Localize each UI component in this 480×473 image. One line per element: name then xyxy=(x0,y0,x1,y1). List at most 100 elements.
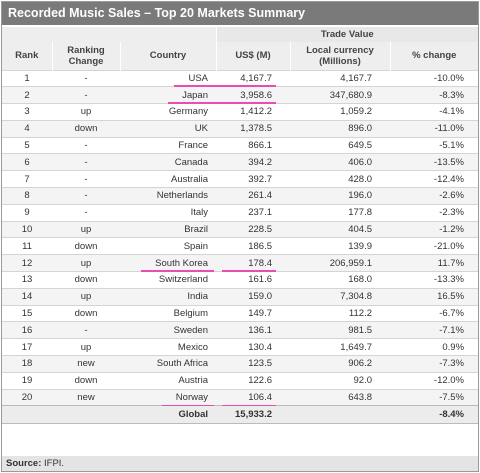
country-cell: Germany xyxy=(120,103,216,121)
rank-cell-text: 5 xyxy=(24,140,30,152)
pct-change-cell: -6.7% xyxy=(390,304,479,322)
local-currency-cell-text: 896.0 xyxy=(348,123,372,135)
ranking-change-cell-text: down xyxy=(74,274,98,286)
ranking-change-cell: - xyxy=(52,170,120,188)
rank-cell-text: 13 xyxy=(21,274,33,286)
rank-cell: 7 xyxy=(2,170,52,188)
local-currency-cell-text: 981.5 xyxy=(348,324,372,336)
rank-cell: 10 xyxy=(2,220,52,238)
country-cell-text: France xyxy=(178,140,208,152)
table-row: 10 up Brazil 228.5 404.5 -1.2% xyxy=(2,220,479,238)
pct-change-cell-text: -2.6% xyxy=(439,190,465,202)
pct-change-cell: 16.5% xyxy=(390,287,479,306)
ranking-change-cell-text: down xyxy=(74,123,98,135)
pct-change-cell: -21.0% xyxy=(390,237,479,255)
country-cell: South Korea xyxy=(120,254,216,272)
rank-cell: 12 xyxy=(2,254,52,272)
usd-cell-text: 106.4 xyxy=(222,392,276,407)
ranking-change-cell-text: up xyxy=(80,106,92,118)
local-currency-cell: 906.2 xyxy=(290,355,390,373)
ranking-change-cell-text: - xyxy=(84,72,88,84)
ranking-change-cell-text: - xyxy=(84,207,88,219)
ranking-change-cell-text: up xyxy=(80,257,92,269)
local-currency-cell-text: 649.5 xyxy=(348,140,372,152)
rank-cell-text: 8 xyxy=(24,190,30,202)
pct-change-cell-text: -21.0% xyxy=(433,240,465,252)
header-local-line2: (Millions) xyxy=(319,55,361,67)
header-ranking-change-line1: Ranking xyxy=(67,44,105,56)
usd-cell-text: 161.6 xyxy=(248,274,272,286)
pct-change-cell: -4.1% xyxy=(390,103,479,121)
ranking-change-cell: down xyxy=(52,271,120,289)
total-row: Global 15,933.2 -8.4% xyxy=(2,405,479,425)
country-cell-text: India xyxy=(187,291,208,303)
rank-cell-text: 20 xyxy=(21,392,33,404)
ranking-change-cell: up xyxy=(52,254,120,272)
country-cell-text: Norway xyxy=(161,392,215,407)
local-currency-cell: 177.8 xyxy=(290,203,390,222)
ranking-change-cell: - xyxy=(52,69,120,87)
rank-cell: 15 xyxy=(2,304,52,322)
country-cell-text: Canada xyxy=(174,156,208,168)
country-cell-text: Japan xyxy=(168,89,214,104)
pct-change-cell-text: -5.1% xyxy=(439,140,465,152)
table-title: Recorded Music Sales – Top 20 Markets Su… xyxy=(2,2,478,25)
usd-cell: 237.1 xyxy=(216,203,290,222)
pct-change-cell-text: -4.1% xyxy=(439,106,465,118)
local-currency-cell-text: 1,649.7 xyxy=(340,341,372,353)
local-currency-cell: 643.8 xyxy=(290,388,390,406)
local-currency-cell: 139.9 xyxy=(290,237,390,255)
rank-cell-text: 6 xyxy=(24,156,30,168)
local-currency-cell: 428.0 xyxy=(290,170,390,188)
rank-cell-text: 7 xyxy=(24,173,30,185)
country-cell: UK xyxy=(120,119,216,138)
country-cell-text: Spain xyxy=(183,240,208,252)
country-cell: Brazil xyxy=(120,220,216,238)
ranking-change-cell: down xyxy=(52,237,120,255)
ranking-change-cell: down xyxy=(52,304,120,322)
pct-change-cell: -13.3% xyxy=(390,271,479,289)
local-currency-cell-text: 4,167.7 xyxy=(340,72,372,84)
pct-change-cell: -10.0% xyxy=(390,69,479,87)
table-row: 16 - Sweden 136.1 981.5 -7.1% xyxy=(2,321,479,339)
table-row: 12 up South Korea 178.4 206,959.1 11.7% xyxy=(2,254,479,272)
country-cell: Netherlands xyxy=(120,187,216,205)
table-row: 19 down Austria 122.6 92.0 -12.0% xyxy=(2,371,479,390)
pct-change-cell-text: -12.0% xyxy=(433,375,465,387)
rank-cell-text: 3 xyxy=(24,106,30,118)
ranking-change-cell-text: down xyxy=(74,308,98,320)
rank-cell: 14 xyxy=(2,287,52,306)
local-currency-cell-text: 92.0 xyxy=(353,375,373,387)
rank-cell: 20 xyxy=(2,388,52,406)
usd-cell: 123.5 xyxy=(216,355,290,373)
pct-change-cell-text: -6.7% xyxy=(439,308,465,320)
local-currency-cell-text: 428.0 xyxy=(348,173,372,185)
local-currency-cell: 196.0 xyxy=(290,187,390,205)
local-currency-cell: 4,167.7 xyxy=(290,69,390,87)
table-row: 17 up Mexico 130.4 1,649.7 0.9% xyxy=(2,338,479,356)
pct-change-cell-text: -10.0% xyxy=(433,72,465,84)
country-cell: India xyxy=(120,287,216,306)
pct-change-cell: -1.2% xyxy=(390,220,479,238)
country-cell-text: Switzerland xyxy=(158,274,208,286)
ranking-change-cell: - xyxy=(52,203,120,222)
total-usd: 15,933.2 xyxy=(216,405,290,425)
rank-cell-text: 18 xyxy=(21,358,33,370)
country-cell-text: Italy xyxy=(190,207,208,219)
pct-change-cell-text: -12.4% xyxy=(433,173,465,185)
country-cell-text: Australia xyxy=(171,173,208,185)
pct-change-cell: -8.3% xyxy=(390,86,479,104)
table-row: 1- USA 4,167.7 4,167.7 -10.0% xyxy=(2,69,479,87)
usd-cell: 3,958.6 xyxy=(214,86,290,104)
table-row: 15 down Belgium 149.7 112.2 -6.7% xyxy=(2,304,479,322)
usd-cell-text: 123.5 xyxy=(248,358,272,370)
ranking-change-cell: - xyxy=(52,86,120,104)
usd-cell: 186.5 xyxy=(216,237,290,255)
local-currency-cell: 1,059.2 xyxy=(290,103,390,121)
local-currency-cell: 206,959.1 xyxy=(290,254,390,272)
source-note: Source: IFPI. xyxy=(2,456,478,471)
local-currency-cell: 649.5 xyxy=(290,136,390,154)
header-country: Country xyxy=(119,42,216,70)
local-currency-cell: 981.5 xyxy=(290,321,390,339)
local-currency-cell-text: 177.8 xyxy=(348,207,372,219)
